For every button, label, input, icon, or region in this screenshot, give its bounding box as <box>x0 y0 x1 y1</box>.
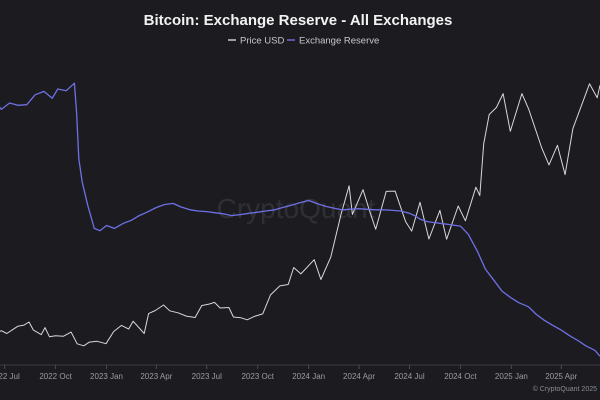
x-tick-label: 2023 Oct <box>241 372 274 381</box>
x-tick-label: 2023 Jan <box>90 372 123 381</box>
chart-title: Bitcoin: Exchange Reserve - All Exchange… <box>144 12 453 29</box>
x-tick-label: 2022 Oct <box>39 372 72 381</box>
x-tick-label: 2024 Apr <box>343 372 375 381</box>
legend: Price USD Exchange Reserve <box>228 36 379 47</box>
watermark: CryptoQuant <box>217 193 376 224</box>
x-tick-label: 2024 Jan <box>292 372 325 381</box>
x-tick-label: 2023 Jul <box>192 372 222 381</box>
x-tick-label: 2025 Apr <box>545 372 577 381</box>
x-tick-label: 2024 Jul <box>394 372 424 381</box>
x-axis-ticks: 2022 Jul 2022 Oct 2023 Jan 2023 Apr 2023 Jul… <box>0 365 578 381</box>
x-tick-label: 2025 Jan <box>495 372 528 381</box>
legend-label-price: Price USD <box>240 36 284 47</box>
series-line-price-usd <box>0 83 600 347</box>
x-tick-label: 2022 Jul <box>0 372 20 381</box>
x-tick-label: 2023 Apr <box>140 372 172 381</box>
credit-text: © CryptoQuant 2025 <box>533 385 597 393</box>
x-tick-label: 2024 Oct <box>444 372 477 381</box>
legend-label-reserve: Exchange Reserve <box>299 36 379 47</box>
series-line-exchange-reserve <box>0 82 600 357</box>
series-layer <box>0 82 600 357</box>
